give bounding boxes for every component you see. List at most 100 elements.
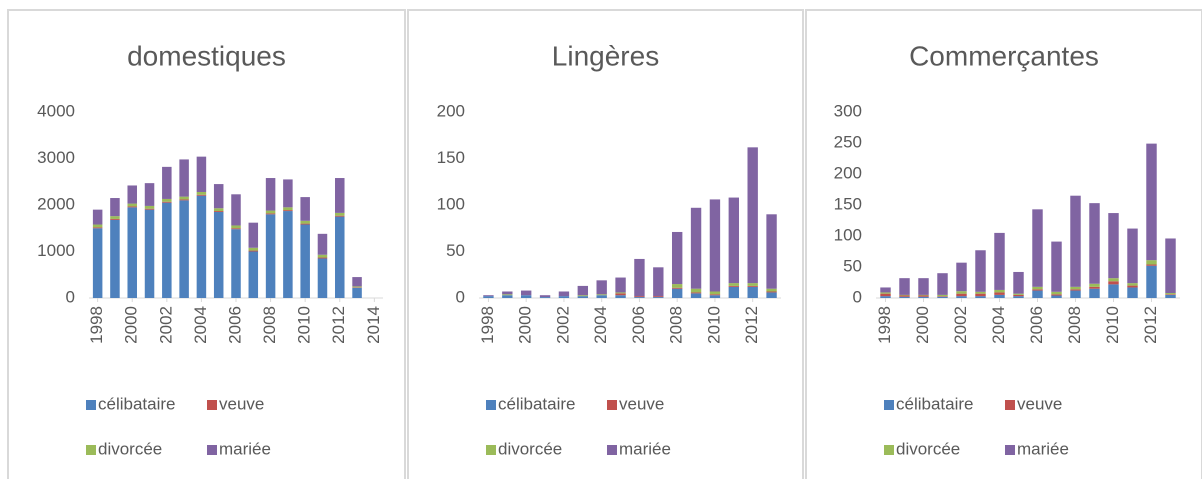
bar-segment bbox=[1108, 281, 1119, 285]
bar-segment bbox=[728, 286, 740, 298]
bar-segment bbox=[975, 291, 986, 294]
bar-segment bbox=[179, 199, 189, 201]
bar-segment bbox=[577, 285, 589, 296]
bar-segment bbox=[127, 203, 137, 207]
bar-segment bbox=[1089, 283, 1100, 287]
x-tick-label: 2010 bbox=[295, 306, 314, 344]
bar-segment bbox=[577, 296, 589, 298]
bar-segment bbox=[899, 294, 910, 296]
bar-segment bbox=[162, 202, 172, 298]
bar-segment bbox=[265, 210, 276, 214]
bar-segment bbox=[653, 267, 664, 297]
bar-segment bbox=[918, 278, 929, 295]
bar-segment bbox=[265, 213, 276, 215]
bar-segment bbox=[179, 196, 189, 200]
bar-segment bbox=[615, 295, 626, 298]
bar-segment bbox=[1013, 294, 1024, 297]
bar-segment bbox=[92, 224, 103, 228]
legend-label: célibataire bbox=[498, 394, 576, 413]
bar-segment bbox=[918, 295, 929, 297]
bar-segment bbox=[231, 228, 241, 230]
y-tick-label: 100 bbox=[834, 225, 862, 244]
bar-segment bbox=[213, 211, 224, 298]
bar-segment bbox=[352, 287, 362, 298]
x-tick-label: 1998 bbox=[478, 306, 497, 344]
legend-label: célibataire bbox=[98, 394, 176, 413]
bar-segment bbox=[728, 197, 740, 284]
x-tick-label: 2010 bbox=[704, 306, 723, 344]
bar-segment bbox=[1146, 143, 1157, 261]
x-tick-label: 2014 bbox=[364, 306, 383, 344]
x-tick-label: 2008 bbox=[1065, 306, 1084, 344]
bar-segment bbox=[709, 294, 721, 296]
bar-segment bbox=[144, 208, 155, 210]
bar-segment bbox=[1013, 296, 1024, 298]
bar-segment bbox=[317, 233, 328, 255]
bar-segment bbox=[317, 257, 328, 259]
x-tick-label: 2000 bbox=[913, 306, 932, 344]
bar-segment bbox=[248, 250, 259, 252]
bar-segment bbox=[1051, 241, 1062, 292]
y-tick-label: 1000 bbox=[37, 241, 75, 260]
bar-segment bbox=[213, 208, 224, 212]
bar-segment bbox=[539, 295, 551, 298]
bar-segment bbox=[127, 185, 137, 204]
bar-segment bbox=[92, 228, 103, 298]
x-tick-label: 2000 bbox=[516, 306, 535, 344]
bar-segment bbox=[539, 297, 551, 298]
y-tick-label: 0 bbox=[456, 287, 465, 306]
legend-swatch bbox=[486, 445, 496, 455]
bar-segment bbox=[766, 214, 777, 289]
bar-segment bbox=[317, 254, 328, 258]
bar-segment bbox=[709, 295, 721, 298]
x-tick-label: 2002 bbox=[156, 306, 175, 344]
legend-swatch bbox=[86, 445, 96, 455]
bar-segment bbox=[937, 294, 948, 297]
bar-segment bbox=[880, 287, 891, 293]
bar-segment bbox=[1089, 288, 1100, 298]
bar-segment bbox=[747, 147, 758, 284]
bar-segment bbox=[634, 258, 645, 297]
bar-segment bbox=[248, 222, 259, 248]
bar-segment bbox=[300, 220, 310, 224]
legend-label: divorcée bbox=[896, 439, 960, 458]
bar-segment bbox=[1127, 283, 1138, 286]
bar-segment bbox=[352, 286, 362, 288]
bar-segment bbox=[248, 251, 259, 298]
bar-segment bbox=[766, 292, 777, 298]
bar-segment bbox=[300, 197, 310, 221]
x-tick-label: 2004 bbox=[191, 306, 210, 344]
y-tick-label: 50 bbox=[446, 241, 465, 260]
bar-segment bbox=[502, 291, 513, 295]
bar-segment bbox=[671, 288, 683, 298]
bar-segment bbox=[1070, 289, 1081, 291]
bar-segment bbox=[335, 216, 345, 298]
y-tick-label: 4000 bbox=[37, 101, 75, 120]
bar-segment bbox=[196, 156, 207, 192]
x-tick-label: 2006 bbox=[629, 306, 648, 344]
bar-segment bbox=[1070, 286, 1081, 290]
bar-segment bbox=[283, 207, 293, 211]
bar-segment bbox=[265, 178, 276, 211]
bar-segment bbox=[248, 247, 259, 251]
bar-segment bbox=[1165, 294, 1176, 298]
bar-segment bbox=[1108, 278, 1119, 282]
bar-segment bbox=[596, 280, 607, 295]
bar-segment bbox=[747, 283, 758, 286]
bar-segment bbox=[596, 295, 607, 298]
legend-label: divorcée bbox=[98, 439, 162, 458]
bar-segment bbox=[899, 278, 910, 295]
bar-segment bbox=[1146, 260, 1157, 265]
bar-segment bbox=[596, 294, 607, 296]
bar-segment bbox=[918, 296, 929, 298]
bar-segment bbox=[502, 294, 513, 296]
bar-segment bbox=[899, 295, 910, 297]
bar-segment bbox=[283, 179, 293, 208]
legend-swatch bbox=[1005, 445, 1015, 455]
chart-title: Commerçantes bbox=[909, 40, 1099, 71]
bar-segment bbox=[213, 211, 224, 212]
bar-segment bbox=[975, 296, 986, 298]
y-tick-label: 50 bbox=[843, 256, 862, 275]
x-tick-label: 2008 bbox=[667, 306, 686, 344]
y-tick-label: 2000 bbox=[37, 194, 75, 213]
